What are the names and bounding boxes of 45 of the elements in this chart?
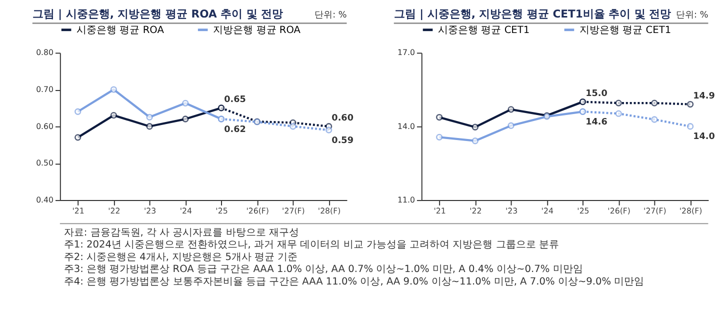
data-label: 14.9 xyxy=(693,91,715,102)
x-tick-label: '27(F) xyxy=(282,206,305,216)
x-tick-label: '28(F) xyxy=(318,206,341,216)
y-tick-label: 17.0 xyxy=(398,48,416,58)
x-tick-label: '22 xyxy=(470,206,482,216)
data-label: 14.6 xyxy=(586,117,608,128)
data-label: 0.62 xyxy=(224,124,246,135)
y-tick-label: 0.60 xyxy=(36,122,54,131)
y-tick-label: 11.0 xyxy=(398,196,416,204)
data-label: 0.60 xyxy=(332,113,354,124)
y-tick-label: 0.70 xyxy=(36,84,54,94)
chart-title: 그림 | 시중은행, 지방은행 평균 ROA 추이 및 전망 xyxy=(32,7,284,20)
x-tick-label: '22 xyxy=(108,206,120,216)
text: 주4: 은행 평가방법론상 보통주자본비율 등급 구간은 AAA 11.0% 이상, AA 9.0% 이상~11.0% 미만, A 7.0% 이상~9.0% 미만임 xyxy=(64,276,644,288)
y-tick-label: 14.0 xyxy=(398,122,416,131)
y-tick-label: 0.80 xyxy=(36,48,54,58)
text: 자료: 금융감독원, 각 사 공시자료를 바탕으로 재구성 xyxy=(64,227,299,238)
x-tick-label: '26(F) xyxy=(608,206,630,216)
text: 단위: % xyxy=(676,10,708,20)
legend-label: 시중은행 평균 CET1 xyxy=(438,24,530,36)
x-tick-label: '24 xyxy=(541,206,554,216)
x-tick-label: '27(F) xyxy=(644,206,666,216)
data-label: 15.0 xyxy=(586,88,608,99)
x-tick-label: '21 xyxy=(434,206,446,216)
x-tick-label: '25 xyxy=(577,206,590,216)
x-tick-label: '26(F) xyxy=(246,206,269,216)
data-label: 14.0 xyxy=(693,132,715,142)
text: 주1: 2024년 시중은행으로 전환하였으나, 과거 재무 데이터의 비교 가능성을 고려하여 지방은행 그룹으로 분류 xyxy=(64,240,559,251)
data-label: 0.59 xyxy=(332,136,354,146)
text: 주2: 시중은행은 4개사, 지방은행은 5개사 평균 기준 xyxy=(64,252,298,263)
y-tick-label: 0.40 xyxy=(36,196,54,204)
x-tick-label: '28(F) xyxy=(679,206,702,216)
x-tick-label: '23 xyxy=(144,206,156,216)
legend-label: 지방은행 평균 ROA xyxy=(213,24,301,36)
text: 단위: % xyxy=(314,10,347,20)
x-tick-label: '25 xyxy=(216,206,228,216)
x-tick-label: '21 xyxy=(72,206,84,216)
legend-label: 지방은행 평균 CET1 xyxy=(580,24,672,36)
y-tick-label: 0.50 xyxy=(36,158,54,168)
text: 주3: 은행 평가방법론상 ROA 등급 구간은 AAA 1.0% 이상, AA 0.7% 이상~1.0% 미만, A 0.4% 이상~0.7% 미만임 xyxy=(64,264,583,276)
legend-label: 시중은행 평균 ROA xyxy=(76,24,164,36)
data-label: 0.65 xyxy=(224,95,246,106)
x-tick-label: '24 xyxy=(180,206,192,216)
x-tick-label: '23 xyxy=(505,206,518,216)
chart-title: 그림 | 시중은행, 지방은행 평균 CET1비율 추이 및 전망 xyxy=(394,7,672,20)
